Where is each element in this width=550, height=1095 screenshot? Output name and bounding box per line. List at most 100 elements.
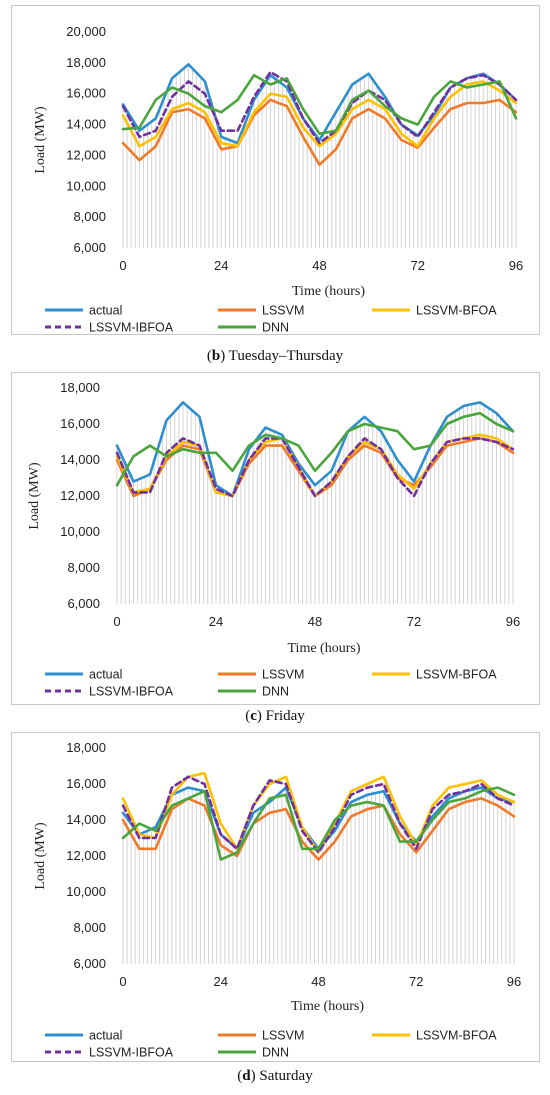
legend-label: actual bbox=[89, 668, 122, 682]
series-line-actual bbox=[121, 786, 516, 851]
chart-panel-d: 6,000 8,000 10,000 12,000 14,000 16,000 18,000… bbox=[0, 732, 550, 1072]
legend-label: LSSVM-IBFOA bbox=[89, 1046, 174, 1060]
x-axis-title: Time (hours) bbox=[288, 641, 361, 656]
y-tick-label: 14,000 bbox=[60, 452, 100, 467]
caption-letter: b bbox=[211, 348, 221, 364]
caption-b: (b) Tuesday–Thursday bbox=[206, 348, 344, 364]
x-tick-label: 0 bbox=[119, 258, 126, 273]
series-line-actual bbox=[115, 401, 515, 498]
legend-entry: DNN bbox=[218, 321, 289, 335]
y-tick-label: 16,000 bbox=[60, 416, 100, 431]
x-axis-title: Time (hours) bbox=[291, 999, 364, 1014]
caption-d: (d) Saturday bbox=[237, 1068, 313, 1084]
chart-frame bbox=[11, 5, 540, 335]
series-line-lssvm-ibfoa bbox=[121, 775, 516, 854]
legend-entry: actual bbox=[45, 304, 122, 318]
x-tick-label: 96 bbox=[506, 614, 520, 629]
chart-panel-b: 6,000 8,000 10,000 12,000 14,000 16,000 18,000… bbox=[0, 5, 550, 345]
y-tick-label: 10,000 bbox=[66, 178, 106, 193]
series-line-dnn bbox=[121, 73, 518, 136]
y-axis-title: Load (MW) bbox=[27, 462, 42, 530]
legend-entry: actual bbox=[45, 668, 122, 682]
y-tick-label: 8,000 bbox=[73, 209, 106, 224]
series-line-actual bbox=[121, 63, 518, 145]
y-tick-label: 8,000 bbox=[67, 560, 100, 575]
y-axis-title: Load (MW) bbox=[33, 106, 48, 174]
x-tick-label: 72 bbox=[411, 258, 425, 273]
y-tick-label: 10,000 bbox=[66, 884, 106, 899]
legend-label: DNN bbox=[262, 1046, 289, 1060]
y-axis-title: Load (MW) bbox=[33, 822, 48, 890]
chart-d: 6,000 8,000 10,000 12,000 14,000 16,000 18,000… bbox=[33, 740, 521, 1060]
legend-entry: LSSVM-BFOA bbox=[372, 1029, 497, 1043]
legend-entry: LSSVM-BFOA bbox=[372, 668, 497, 682]
chart-frame bbox=[11, 372, 540, 705]
legend-label: LSSVM-IBFOA bbox=[89, 321, 174, 335]
x-tick-label: 48 bbox=[311, 974, 325, 989]
y-tick-label: 6,000 bbox=[73, 240, 106, 255]
x-tick-label: 24 bbox=[214, 974, 228, 989]
legend-entry: LSSVM bbox=[218, 304, 304, 318]
y-tick-label: 18,000 bbox=[66, 740, 106, 755]
series-line-lssvm-ibfoa bbox=[115, 437, 515, 498]
hatch-area bbox=[116, 402, 514, 604]
legend-entry: LSSVM bbox=[218, 1029, 304, 1043]
chart-frame bbox=[11, 732, 540, 1062]
y-tick-label: 12,000 bbox=[66, 848, 106, 863]
legend-entry: DNN bbox=[218, 1046, 289, 1060]
x-tick-label: 24 bbox=[209, 614, 223, 629]
chart-c: 6,000 8,000 10,000 12,000 14,000 16,000 18,000… bbox=[27, 380, 520, 699]
y-tick-label: 16,000 bbox=[66, 776, 106, 791]
hatch-area bbox=[122, 787, 515, 964]
series-line-lssvm-bfoa bbox=[121, 80, 518, 148]
legend-label: DNN bbox=[262, 321, 289, 335]
y-tick-label: 18,000 bbox=[66, 55, 106, 70]
caption-text: Saturday bbox=[255, 1068, 313, 1084]
y-tick-label: 16,000 bbox=[66, 86, 106, 101]
series-line-dnn bbox=[115, 411, 515, 487]
y-tick-label: 20,000 bbox=[66, 24, 106, 39]
legend-entry: actual bbox=[45, 1029, 122, 1043]
x-tick-label: 48 bbox=[312, 258, 326, 273]
series-line-lssvm-bfoa bbox=[121, 771, 516, 854]
caption-text: Tuesday–Thursday bbox=[225, 348, 344, 364]
y-tick-label: 12,000 bbox=[66, 147, 106, 162]
legend-entry: LSSVM-BFOA bbox=[372, 304, 497, 318]
series-line-lssvm-ibfoa bbox=[121, 70, 518, 145]
legend-entry: DNN bbox=[218, 685, 289, 699]
x-tick-label: 72 bbox=[409, 974, 423, 989]
legend-label: LSSVM-BFOA bbox=[416, 1029, 497, 1043]
legend-label: actual bbox=[89, 304, 122, 318]
legend-label: LSSVM bbox=[262, 668, 304, 682]
y-tick-label: 14,000 bbox=[66, 812, 106, 827]
y-tick-label: 10,000 bbox=[60, 524, 100, 539]
chart-panel-c: 6,000 8,000 10,000 12,000 14,000 16,000 18,000… bbox=[0, 372, 550, 712]
chart-b: 6,000 8,000 10,000 12,000 14,000 16,000 18,000… bbox=[33, 24, 523, 335]
y-tick-label: 12,000 bbox=[60, 488, 100, 503]
legend-entry: LSSVM-IBFOA bbox=[45, 1046, 174, 1060]
series-line-lssvm bbox=[121, 98, 518, 166]
legend-label: LSSVM-BFOA bbox=[416, 668, 497, 682]
legend-label: LSSVM bbox=[262, 1029, 304, 1043]
x-tick-label: 0 bbox=[119, 974, 126, 989]
y-tick-label: 8,000 bbox=[73, 920, 106, 935]
y-tick-label: 6,000 bbox=[67, 596, 100, 611]
legend-entry: LSSVM-IBFOA bbox=[45, 685, 174, 699]
x-tick-label: 96 bbox=[509, 258, 523, 273]
x-tick-label: 0 bbox=[113, 614, 120, 629]
caption-letter: d bbox=[242, 1068, 251, 1084]
x-tick-label: 72 bbox=[407, 614, 421, 629]
legend-entry: LSSVM bbox=[218, 668, 304, 682]
series-line-dnn bbox=[121, 786, 516, 861]
y-tick-label: 18,000 bbox=[60, 380, 100, 395]
x-axis-title: Time (hours) bbox=[292, 284, 365, 299]
x-tick-label: 24 bbox=[214, 258, 228, 273]
y-tick-label: 14,000 bbox=[66, 117, 106, 132]
legend-entry: LSSVM-IBFOA bbox=[45, 321, 174, 335]
caption-text: Friday bbox=[261, 708, 305, 724]
x-tick-label: 96 bbox=[507, 974, 521, 989]
y-tick-label: 6,000 bbox=[73, 956, 106, 971]
legend-label: LSSVM-IBFOA bbox=[89, 685, 174, 699]
caption-c: (c) Friday bbox=[245, 708, 305, 724]
legend-label: DNN bbox=[262, 685, 289, 699]
